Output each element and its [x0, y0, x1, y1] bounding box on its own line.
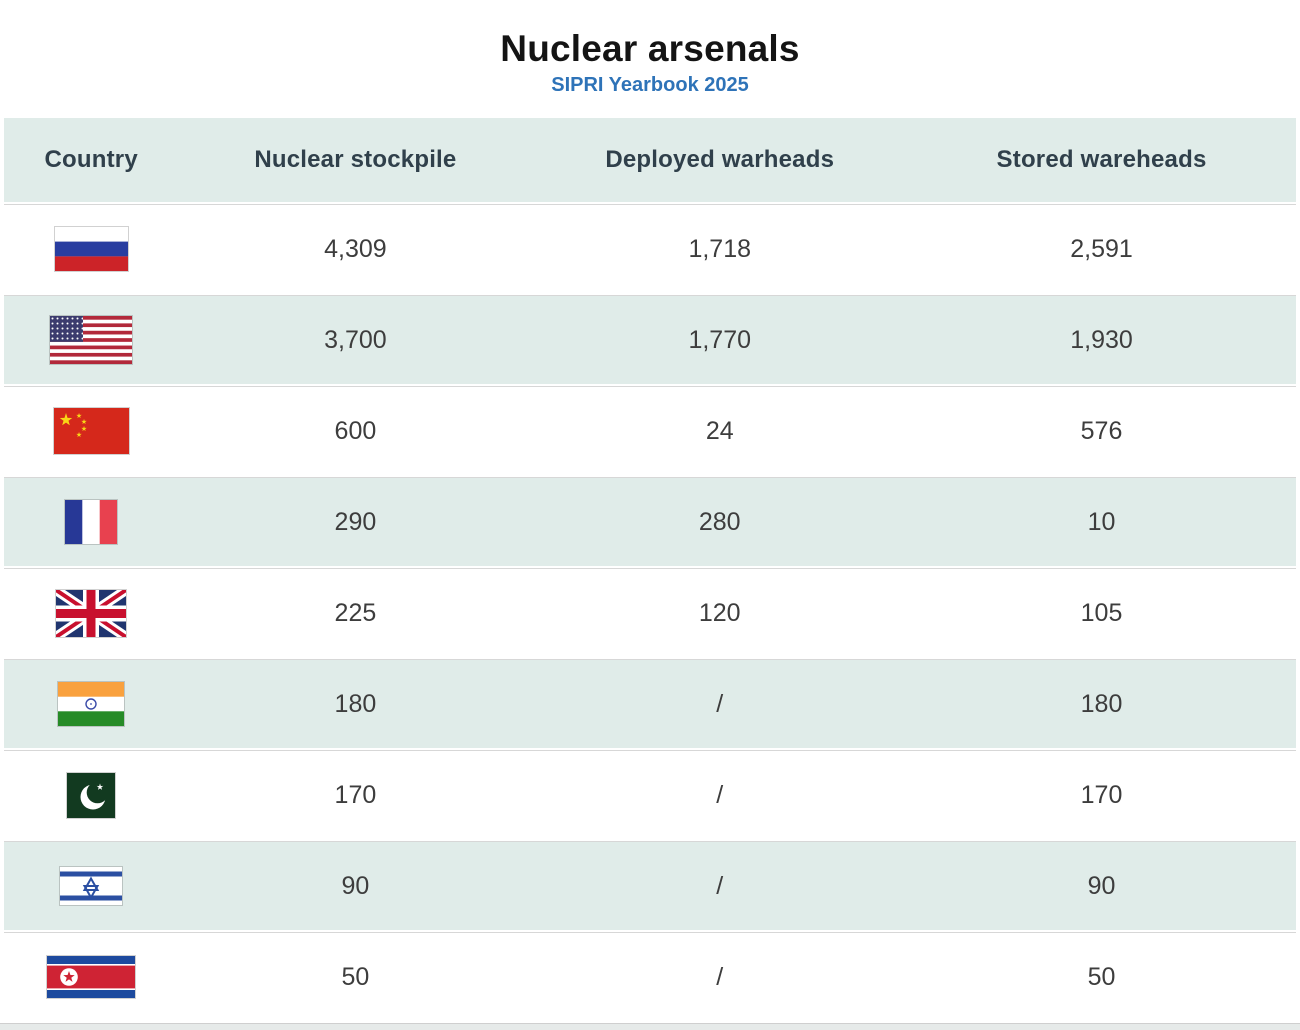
china-flag-icon: ★ ★ ★ ★	[53, 408, 129, 454]
svg-text:★: ★	[76, 412, 82, 420]
stored-value: 576	[1080, 416, 1123, 445]
india-flag-icon	[58, 682, 125, 726]
page-subtitle: SIPRI Yearbook 2025	[551, 74, 749, 96]
table-row: ★ ★ ★ ★ 600 24 576	[4, 386, 1296, 475]
deployed-value: 280	[698, 507, 741, 536]
stockpile-value: 4,309	[324, 234, 387, 263]
pakistan-flag-icon	[67, 772, 116, 818]
country-cell	[4, 316, 178, 364]
stored-value: 10	[1087, 507, 1116, 536]
column-header-country: Country	[44, 146, 138, 173]
usa-flag-icon	[50, 316, 133, 364]
column-header-stored: Stored wareheads	[996, 146, 1207, 173]
stored-value: 2,591	[1070, 234, 1133, 263]
stockpile-value: 170	[334, 780, 377, 809]
svg-text:★: ★	[76, 431, 82, 439]
svg-text:★: ★	[81, 425, 87, 433]
stockpile-value: 180	[334, 689, 377, 718]
table-row: 4,309 1,718 2,591	[4, 204, 1296, 293]
deployed-value: 24	[705, 416, 734, 445]
svg-text:★: ★	[81, 418, 87, 426]
country-cell	[4, 772, 178, 818]
stockpile-value: 225	[334, 598, 377, 627]
stored-value: 105	[1080, 598, 1123, 627]
stored-value: 1,930	[1070, 325, 1133, 354]
title-block: Nuclear arsenals SIPRI Yearbook 2025	[0, 0, 1300, 118]
deployed-value: /	[716, 689, 724, 718]
country-cell	[4, 956, 178, 998]
deployed-value: /	[716, 871, 724, 900]
table-row: 170 / 170	[4, 750, 1296, 839]
stockpile-value: 600	[334, 416, 377, 445]
table-row: 50 / 50	[4, 932, 1296, 1021]
country-cell	[4, 500, 178, 544]
israel-flag-icon	[60, 867, 123, 905]
stored-value: 180	[1080, 689, 1123, 718]
deployed-value: /	[716, 962, 724, 991]
country-cell	[4, 227, 178, 271]
france-flag-icon	[65, 500, 118, 544]
russia-flag-icon	[54, 227, 128, 271]
table-row: 90 / 90	[4, 841, 1296, 930]
deployed-value: 120	[698, 598, 741, 627]
table-row: 180 / 180	[4, 659, 1296, 748]
country-cell	[4, 682, 178, 726]
table-row: 225 120 105	[4, 568, 1296, 657]
nuclear-arsenals-table: Country Nuclear stockpile Deployed warhe…	[4, 118, 1296, 1021]
table-row: 3,700 1,770 1,930	[4, 295, 1296, 384]
deployed-value: 1,770	[688, 325, 752, 354]
column-header-deployed: Deployed warheads	[605, 146, 835, 173]
stockpile-value: 90	[341, 871, 370, 900]
page-title: Nuclear arsenals	[500, 28, 800, 69]
stored-value: 170	[1080, 780, 1123, 809]
table-row: 290 280 10	[4, 477, 1296, 566]
deployed-value: /	[716, 780, 724, 809]
stockpile-value: 3,700	[324, 325, 387, 354]
country-cell	[4, 867, 178, 905]
column-header-stockpile: Nuclear stockpile	[254, 146, 457, 173]
country-cell: ★ ★ ★ ★	[4, 408, 178, 454]
stockpile-value: 290	[334, 507, 377, 536]
stockpile-value: 50	[341, 962, 370, 991]
country-cell	[4, 589, 178, 637]
stored-value: 50	[1087, 962, 1116, 991]
stored-value: 90	[1087, 871, 1116, 900]
table-body: 4,309 1,718 2,591 3,700 1,770 1,930 ★ ★ ★ ★ 600 24 5…	[4, 204, 1296, 1021]
uk-flag-icon	[56, 589, 127, 637]
deployed-value: 1,718	[688, 234, 752, 263]
north-korea-flag-icon	[47, 956, 136, 998]
table-header-row: Country Nuclear stockpile Deployed warhe…	[4, 118, 1296, 202]
